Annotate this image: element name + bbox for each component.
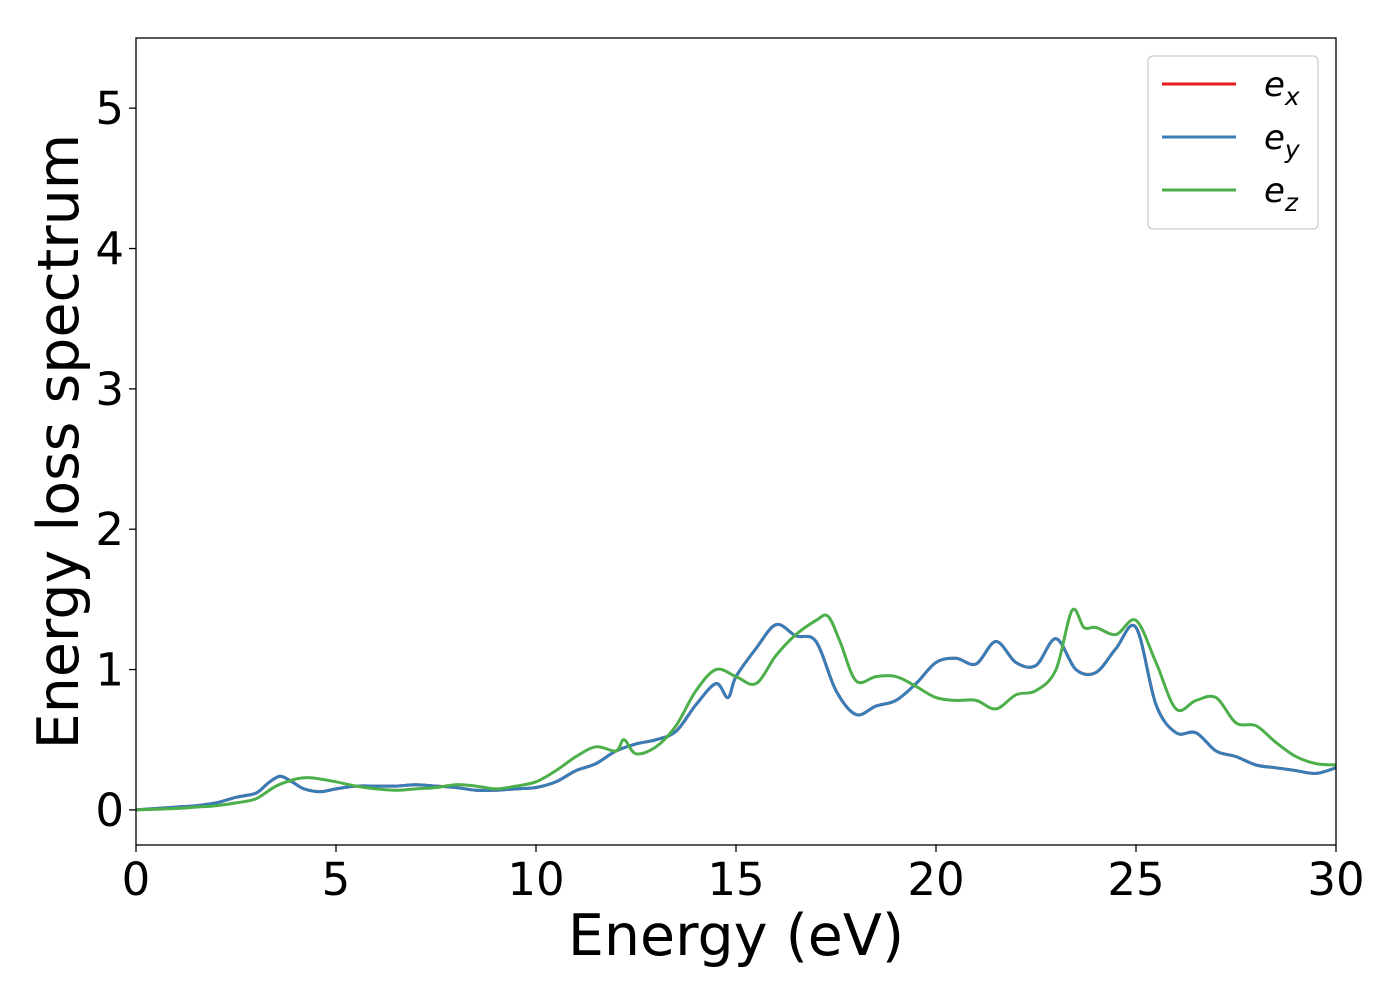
y-tick-label: 1: [95, 644, 124, 697]
x-axis-label: Energy (eV): [568, 903, 904, 969]
axes: 0 5 10 15 20 25 30 0 1 2 3 4 5: [95, 82, 1364, 906]
x-tick-label: 20: [907, 853, 964, 906]
legend-subscript: y: [1284, 135, 1301, 164]
y-tick-label: 3: [95, 363, 124, 416]
legend-subscript: z: [1284, 188, 1299, 217]
x-tick-label: 5: [322, 853, 351, 906]
plot-area: [136, 607, 1336, 812]
legend-subscript: x: [1284, 82, 1300, 111]
x-tick-label: 30: [1307, 853, 1364, 906]
y-tick-label: 0: [95, 784, 124, 837]
y-tick-label: 2: [95, 503, 124, 556]
legend-label-ez: ez: [1264, 171, 1299, 217]
x-tick-label: 15: [707, 853, 764, 906]
x-tick-label: 10: [507, 853, 564, 906]
y-tick-label: 5: [95, 82, 124, 135]
series-line-ex: [136, 622, 1336, 812]
x-tick-label: 25: [1107, 853, 1164, 906]
x-tick-label: 0: [122, 853, 151, 906]
y-axis-label: Energy loss spectrum: [26, 134, 92, 750]
y-tick-label: 4: [95, 223, 124, 276]
series-line-ez: [136, 607, 1336, 812]
series-line-ey: [136, 622, 1336, 812]
legend-box: [1147, 55, 1319, 230]
